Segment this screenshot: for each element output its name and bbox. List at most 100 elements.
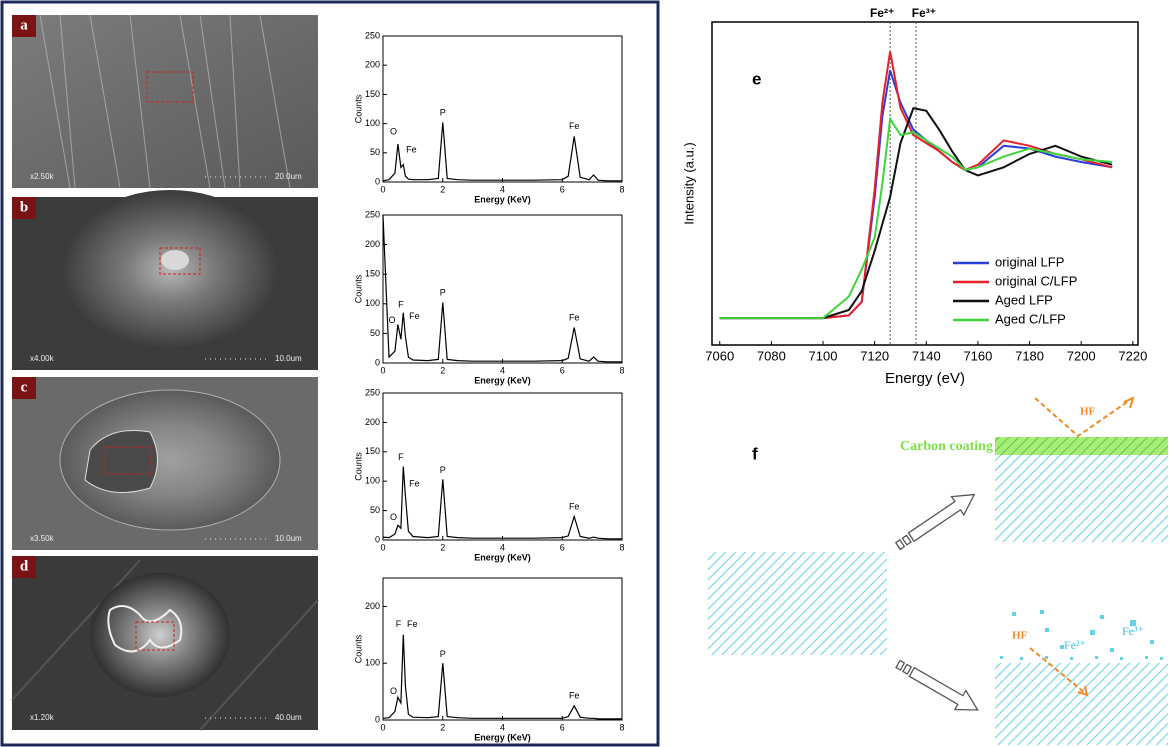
x-tick-label: 7080: [757, 348, 786, 363]
x-axis-label: Energy (KeV): [474, 375, 531, 385]
peak-label: P: [440, 107, 446, 117]
x-tick-label: 0: [380, 722, 385, 732]
legend-label: original LFP: [995, 254, 1064, 269]
sem-magnification: x1.20k: [30, 713, 55, 722]
peak-label: Fe: [409, 311, 420, 321]
annotation: Fe³⁺: [912, 6, 936, 20]
peak-label: F: [398, 299, 404, 309]
sem-magnification: x4.00k: [30, 354, 55, 363]
peak-label: Fe: [569, 312, 580, 322]
x-tick-label: 4: [500, 365, 505, 375]
sem-image-a: [12, 14, 318, 189]
plot-frame: [711, 21, 1139, 346]
sem-image-c: [12, 377, 318, 550]
x-tick-label: 0: [380, 365, 385, 375]
x-tick-label: 7160: [963, 348, 992, 363]
sem-magnification: x2.50k: [30, 172, 55, 181]
data-line: [719, 116, 1113, 320]
coating-label: Carbon coating: [900, 439, 993, 454]
panel-label-box: [12, 556, 36, 578]
sem-scale: 10.0um: [275, 354, 302, 363]
peak-label: Fe: [569, 121, 580, 131]
x-tick-label: 2: [440, 184, 445, 194]
x-tick-label: 2: [440, 722, 445, 732]
peak-label: Fe: [406, 144, 417, 154]
sem-scale: 40.0um: [275, 713, 302, 722]
peak-label: Fe: [407, 619, 418, 629]
peak-label: Fe: [409, 479, 420, 489]
sem-magnification: x3.50k: [30, 534, 55, 543]
diagram-blocks: [708, 396, 1168, 745]
x-tick-label: 4: [500, 184, 505, 194]
y-tick-label: 250: [365, 30, 380, 40]
data-line: [382, 634, 622, 720]
y-tick-label: 0: [375, 534, 380, 544]
y-tick-label: 0: [375, 357, 380, 367]
peak-label: F: [396, 619, 402, 629]
y-tick-label: 150: [365, 446, 380, 456]
x-tick-label: 6: [560, 365, 565, 375]
data-line: [382, 122, 622, 182]
data-line: [382, 214, 622, 363]
panel-label: b: [20, 199, 28, 215]
y-axis-label: Counts: [353, 452, 363, 481]
peak-label: P: [440, 465, 446, 475]
panel-label: d: [20, 558, 29, 574]
x-tick-label: 8: [619, 722, 624, 732]
sem-image-b: [12, 190, 318, 370]
panel-label-box: [12, 377, 36, 399]
y-axis-label: Intensity (a.u.): [681, 142, 696, 224]
panel-label-box: [12, 15, 36, 37]
data-line: [382, 466, 622, 540]
y-tick-label: 150: [365, 89, 380, 99]
data-line: [719, 106, 1113, 320]
x-axis-label: Energy (KeV): [474, 552, 531, 562]
peak-label: P: [440, 288, 446, 298]
peak-label: Fe: [569, 501, 580, 511]
y-tick-label: 0: [375, 714, 380, 724]
peak-label: O: [388, 315, 395, 325]
y-tick-label: 200: [365, 417, 380, 427]
x-tick-label: 4: [500, 722, 505, 732]
panel-label: f: [752, 444, 758, 463]
x-tick-label: 6: [560, 542, 565, 552]
panel-label: c: [21, 379, 28, 395]
y-tick-label: 0: [375, 176, 380, 186]
peak-label: O: [390, 686, 397, 696]
sem-image-d: [11, 556, 319, 731]
x-tick-label: 7060: [705, 348, 734, 363]
x-tick-label: 7220: [1118, 348, 1147, 363]
sem-scale: 20.0um: [275, 172, 302, 181]
x-tick-label: 6: [560, 184, 565, 194]
x-tick-label: 2: [440, 365, 445, 375]
hf-label: HF: [1080, 406, 1096, 418]
ion-label: Fe³⁺: [1122, 624, 1144, 638]
x-tick-label: 8: [619, 542, 624, 552]
ion-label: Fe²⁺: [1064, 638, 1086, 652]
x-tick-label: 7100: [809, 348, 838, 363]
y-tick-label: 150: [365, 269, 380, 279]
y-tick-label: 100: [365, 658, 380, 668]
y-tick-label: 200: [365, 60, 380, 70]
y-tick-label: 100: [365, 476, 380, 486]
x-tick-label: 2: [440, 542, 445, 552]
peak-label: O: [390, 512, 397, 522]
x-tick-label: 7120: [860, 348, 889, 363]
y-tick-label: 50: [370, 147, 380, 157]
x-tick-label: 7140: [912, 348, 941, 363]
legend-label: original C/LFP: [995, 273, 1077, 288]
x-tick-label: 4: [500, 542, 505, 552]
y-tick-label: 100: [365, 118, 380, 128]
x-tick-label: 7200: [1067, 348, 1096, 363]
peak-label: Fe: [569, 691, 580, 701]
y-tick-label: 50: [370, 328, 380, 338]
y-axis-label: Counts: [353, 94, 363, 123]
y-tick-label: 250: [365, 209, 380, 219]
annotation: Fe²⁺: [870, 6, 894, 20]
legend-label: Aged LFP: [995, 292, 1053, 307]
y-tick-label: 100: [365, 298, 380, 308]
panel-label: e: [752, 69, 761, 88]
y-tick-label: 250: [365, 387, 380, 397]
y-tick-label: 200: [365, 601, 380, 611]
